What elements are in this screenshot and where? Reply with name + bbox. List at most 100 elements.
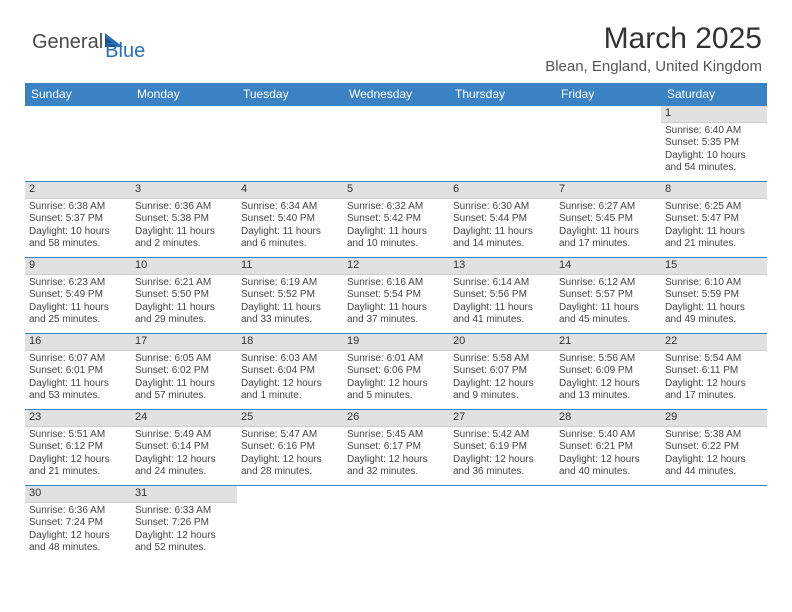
sunrise-text: Sunrise: 5:49 AM [135,429,233,442]
daylight-text: and 17 minutes. [559,238,657,251]
daylight-text: Daylight: 11 hours [453,226,551,239]
sunrise-text: Sunrise: 6:12 AM [559,277,657,290]
daylight-text: and 1 minute. [241,390,339,403]
day-cell: 26Sunrise: 5:45 AMSunset: 6:17 PMDayligh… [343,410,449,486]
day-cell: 13Sunrise: 6:14 AMSunset: 5:56 PMDayligh… [449,258,555,334]
day-number: 10 [131,258,237,275]
daylight-text: Daylight: 11 hours [241,226,339,239]
sunset-text: Sunset: 6:21 PM [559,441,657,454]
sunset-text: Sunset: 5:35 PM [665,137,763,150]
day-number: 4 [237,182,343,199]
daylight-text: and 53 minutes. [29,390,127,403]
day-number: 22 [661,334,767,351]
day-number: 23 [25,410,131,427]
day-cell: 20Sunrise: 5:58 AMSunset: 6:07 PMDayligh… [449,334,555,410]
day-number: 24 [131,410,237,427]
sunrise-text: Sunrise: 5:38 AM [665,429,763,442]
day-cell: 23Sunrise: 5:51 AMSunset: 6:12 PMDayligh… [25,410,131,486]
day-header: Saturday [661,83,767,106]
sunset-text: Sunset: 5:37 PM [29,213,127,226]
daylight-text: Daylight: 11 hours [135,302,233,315]
sunrise-text: Sunrise: 6:30 AM [453,201,551,214]
sunrise-text: Sunrise: 6:34 AM [241,201,339,214]
day-cell: 10Sunrise: 6:21 AMSunset: 5:50 PMDayligh… [131,258,237,334]
day-number: 13 [449,258,555,275]
sunrise-text: Sunrise: 6:36 AM [135,201,233,214]
day-number: 16 [25,334,131,351]
day-cell: 30Sunrise: 6:36 AMSunset: 7:24 PMDayligh… [25,486,131,562]
daylight-text: and 45 minutes. [559,314,657,327]
daylight-text: and 49 minutes. [665,314,763,327]
sunset-text: Sunset: 6:04 PM [241,365,339,378]
sunrise-text: Sunrise: 5:56 AM [559,353,657,366]
day-header-row: SundayMondayTuesdayWednesdayThursdayFrid… [25,83,767,106]
day-number: 11 [237,258,343,275]
sunrise-text: Sunrise: 5:45 AM [347,429,445,442]
sunset-text: Sunset: 6:09 PM [559,365,657,378]
day-header: Sunday [25,83,131,106]
daylight-text: Daylight: 12 hours [665,378,763,391]
daylight-text: Daylight: 11 hours [347,302,445,315]
calendar-table: SundayMondayTuesdayWednesdayThursdayFrid… [25,83,767,562]
day-cell: 19Sunrise: 6:01 AMSunset: 6:06 PMDayligh… [343,334,449,410]
day-number: 2 [25,182,131,199]
daylight-text: and 57 minutes. [135,390,233,403]
sunset-text: Sunset: 5:44 PM [453,213,551,226]
daylight-text: Daylight: 12 hours [241,454,339,467]
day-cell: 7Sunrise: 6:27 AMSunset: 5:45 PMDaylight… [555,182,661,258]
daylight-text: Daylight: 11 hours [665,302,763,315]
day-number: 25 [237,410,343,427]
day-cell: 8Sunrise: 6:25 AMSunset: 5:47 PMDaylight… [661,182,767,258]
daylight-text: and 9 minutes. [453,390,551,403]
day-number: 7 [555,182,661,199]
daylight-text: and 13 minutes. [559,390,657,403]
sunset-text: Sunset: 7:24 PM [29,517,127,530]
sunset-text: Sunset: 5:52 PM [241,289,339,302]
sunrise-text: Sunrise: 5:51 AM [29,429,127,442]
week-row: 1Sunrise: 6:40 AMSunset: 5:35 PMDaylight… [25,106,767,182]
daylight-text: and 10 minutes. [347,238,445,251]
day-cell: 17Sunrise: 6:05 AMSunset: 6:02 PMDayligh… [131,334,237,410]
day-number: 12 [343,258,449,275]
daylight-text: and 6 minutes. [241,238,339,251]
sunrise-text: Sunrise: 6:25 AM [665,201,763,214]
day-cell: 16Sunrise: 6:07 AMSunset: 6:01 PMDayligh… [25,334,131,410]
sunset-text: Sunset: 5:56 PM [453,289,551,302]
day-cell: 29Sunrise: 5:38 AMSunset: 6:22 PMDayligh… [661,410,767,486]
day-header: Thursday [449,83,555,106]
day-cell: 11Sunrise: 6:19 AMSunset: 5:52 PMDayligh… [237,258,343,334]
week-row: 16Sunrise: 6:07 AMSunset: 6:01 PMDayligh… [25,334,767,410]
day-cell: 24Sunrise: 5:49 AMSunset: 6:14 PMDayligh… [131,410,237,486]
sunset-text: Sunset: 7:26 PM [135,517,233,530]
daylight-text: and 21 minutes. [29,466,127,479]
sunset-text: Sunset: 5:50 PM [135,289,233,302]
day-header: Monday [131,83,237,106]
daylight-text: and 36 minutes. [453,466,551,479]
sunset-text: Sunset: 6:17 PM [347,441,445,454]
sunrise-text: Sunrise: 6:07 AM [29,353,127,366]
sunrise-text: Sunrise: 6:38 AM [29,201,127,214]
daylight-text: Daylight: 12 hours [135,454,233,467]
location-text: Blean, England, United Kingdom [545,58,762,75]
day-cell [25,106,131,182]
sunrise-text: Sunrise: 6:03 AM [241,353,339,366]
day-cell: 1Sunrise: 6:40 AMSunset: 5:35 PMDaylight… [661,106,767,182]
daylight-text: Daylight: 12 hours [665,454,763,467]
sunrise-text: Sunrise: 6:19 AM [241,277,339,290]
daylight-text: and 5 minutes. [347,390,445,403]
sunset-text: Sunset: 6:11 PM [665,365,763,378]
daylight-text: Daylight: 10 hours [665,150,763,163]
day-cell: 14Sunrise: 6:12 AMSunset: 5:57 PMDayligh… [555,258,661,334]
logo-text-2: Blue [105,40,145,63]
daylight-text: and 24 minutes. [135,466,233,479]
day-header: Tuesday [237,83,343,106]
day-number: 6 [449,182,555,199]
daylight-text: Daylight: 11 hours [29,378,127,391]
day-cell: 21Sunrise: 5:56 AMSunset: 6:09 PMDayligh… [555,334,661,410]
sunset-text: Sunset: 6:07 PM [453,365,551,378]
sunrise-text: Sunrise: 5:42 AM [453,429,551,442]
daylight-text: Daylight: 11 hours [453,302,551,315]
daylight-text: and 37 minutes. [347,314,445,327]
day-cell [237,106,343,182]
daylight-text: Daylight: 11 hours [135,226,233,239]
